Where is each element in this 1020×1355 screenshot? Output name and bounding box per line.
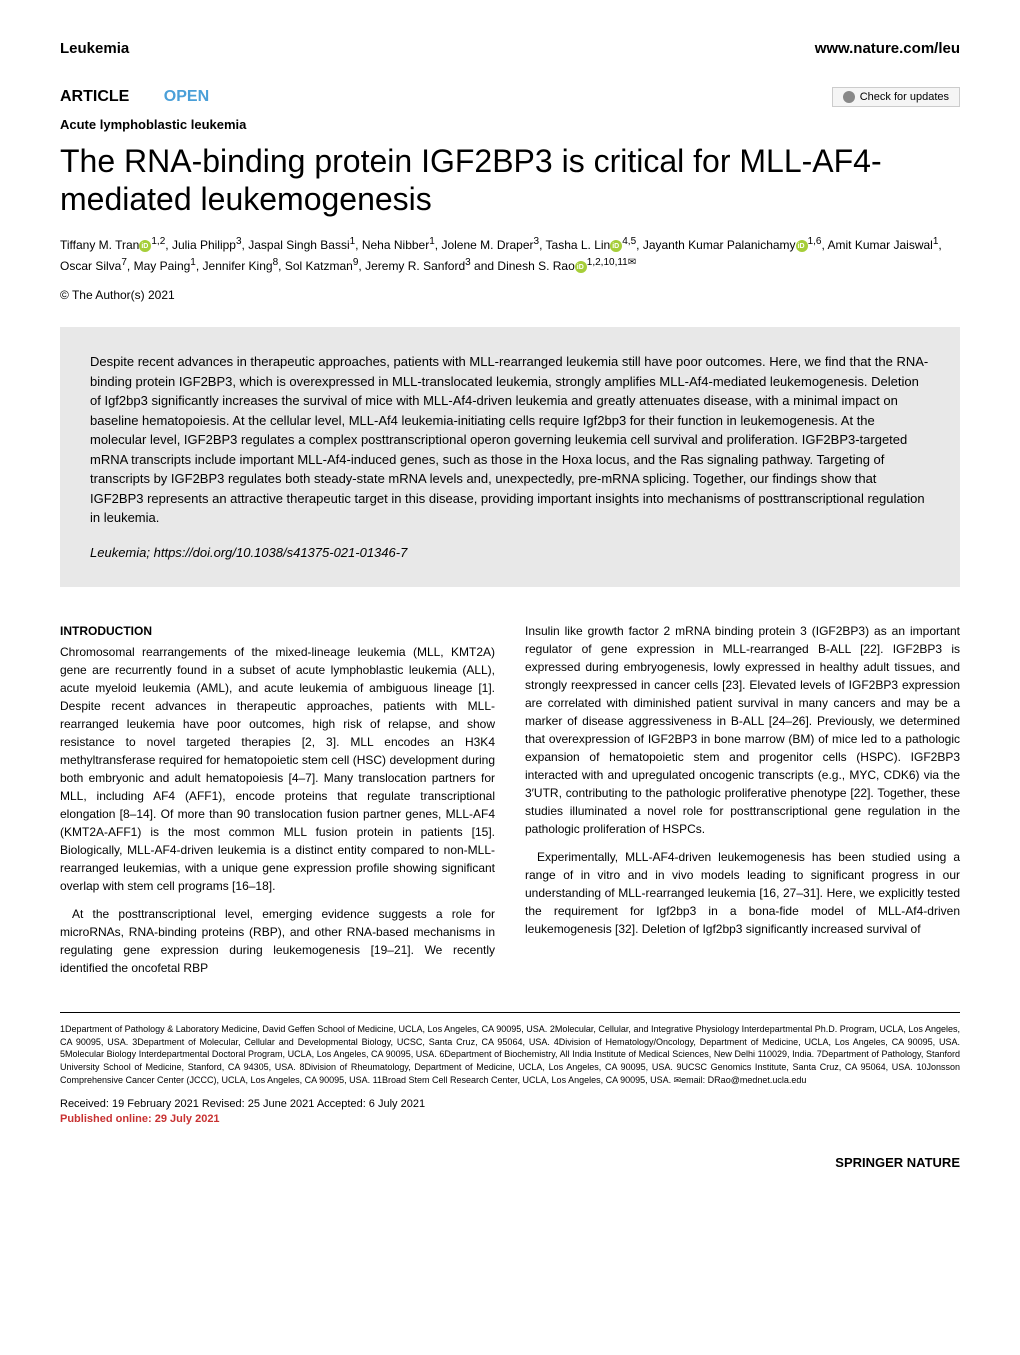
introduction-section: INTRODUCTION Chromosomal rearrangements …	[60, 622, 960, 987]
author: Julia Philipp	[172, 238, 236, 252]
author: Amit Kumar Jaiswal	[827, 238, 932, 252]
orcid-icon[interactable]	[610, 240, 622, 252]
author: Jayanth Kumar Palanichamy	[643, 238, 796, 252]
corresponding-icon: ✉	[628, 255, 636, 271]
article-category: Acute lymphoblastic leukemia	[60, 117, 960, 132]
article-type-label: ARTICLE	[60, 88, 129, 105]
article-title: The RNA-binding protein IGF2BP3 is criti…	[60, 142, 960, 219]
orcid-icon[interactable]	[796, 240, 808, 252]
header-row: Leukemia www.nature.com/leu	[60, 40, 960, 57]
author: Sol Katzman	[285, 259, 353, 273]
intro-paragraph: Experimentally, MLL-AF4-driven leukemoge…	[525, 848, 960, 938]
author: Neha Nibber	[362, 238, 429, 252]
author-affiliation: 1	[190, 257, 196, 268]
article-type-row: ARTICLE OPEN Check for updates	[60, 87, 960, 107]
author-affiliation: 1,6	[808, 236, 822, 247]
journal-italic: Leukemia	[90, 545, 146, 560]
intro-heading: INTRODUCTION	[60, 622, 495, 640]
affiliations: 1Department of Pathology & Laboratory Me…	[60, 1023, 960, 1086]
intro-paragraph: At the posttranscriptional level, emergi…	[60, 905, 495, 977]
abstract-text: Despite recent advances in therapeutic a…	[90, 352, 930, 528]
author: May Paing	[134, 259, 191, 273]
author: Jaspal Singh Bassi	[248, 238, 349, 252]
journal-url[interactable]: www.nature.com/leu	[815, 40, 960, 57]
author-list: Tiffany M. Tran1,2, Julia Philipp3, Jasp…	[60, 234, 960, 276]
author: Jennifer King	[203, 259, 273, 273]
doi-line: Leukemia; https://doi.org/10.1038/s41375…	[90, 543, 930, 563]
intro-column-right: Insulin like growth factor 2 mRNA bindin…	[525, 622, 960, 987]
received-line: Received: 19 February 2021 Revised: 25 J…	[60, 1098, 960, 1110]
publisher-logo: SPRINGER NATURE	[60, 1155, 960, 1170]
copyright: © The Author(s) 2021	[60, 288, 960, 302]
author-affiliation: 3	[534, 236, 540, 247]
author: Dinesh S. Rao	[497, 259, 574, 273]
abstract-box: Despite recent advances in therapeutic a…	[60, 327, 960, 587]
orcid-icon[interactable]	[575, 261, 587, 273]
check-updates-label: Check for updates	[860, 91, 949, 103]
journal-name: Leukemia	[60, 40, 129, 57]
check-updates-button[interactable]: Check for updates	[832, 87, 960, 107]
orcid-icon[interactable]	[139, 240, 151, 252]
published-online-line: Published online: 29 July 2021	[60, 1113, 960, 1125]
author-affiliation: 3	[465, 257, 471, 268]
author-affiliation: 9	[353, 257, 359, 268]
author-affiliation: 7	[121, 257, 127, 268]
author: Tasha L. Lin	[546, 238, 611, 252]
open-access-label: OPEN	[164, 88, 209, 105]
footer-rule	[60, 1012, 960, 1013]
author: Tiffany M. Tran	[60, 238, 139, 252]
author-affiliation: 1	[429, 236, 435, 247]
author-affiliation: 3	[236, 236, 242, 247]
author: Oscar Silva	[60, 259, 121, 273]
author: Jolene M. Draper	[441, 238, 533, 252]
intro-column-left: INTRODUCTION Chromosomal rearrangements …	[60, 622, 495, 987]
doi-link[interactable]: https://doi.org/10.1038/s41375-021-01346…	[154, 545, 408, 560]
author: Jeremy R. Sanford	[365, 259, 465, 273]
author-affiliation: 8	[273, 257, 279, 268]
author-affiliation: 4,5	[622, 236, 636, 247]
intro-paragraph: Insulin like growth factor 2 mRNA bindin…	[525, 622, 960, 838]
author-affiliation: 1,2	[151, 236, 165, 247]
intro-paragraph: Chromosomal rearrangements of the mixed-…	[60, 643, 495, 895]
author-affiliation: 1,2,10,11	[587, 257, 628, 268]
author-affiliation: 1	[350, 236, 356, 247]
check-updates-icon	[843, 91, 855, 103]
author-affiliation: 1	[933, 236, 939, 247]
